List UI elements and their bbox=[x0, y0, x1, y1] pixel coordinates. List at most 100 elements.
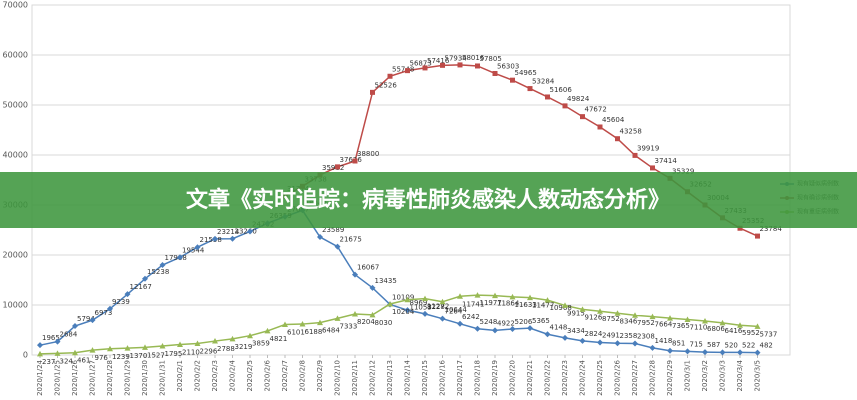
marker bbox=[317, 319, 323, 326]
value-label: 10968 bbox=[550, 304, 572, 312]
value-label: 5952 bbox=[742, 329, 760, 337]
value-label: 7110 bbox=[690, 323, 708, 331]
value-label: 21558 bbox=[200, 236, 222, 244]
x-tick-label: 2020/1/31 bbox=[159, 360, 167, 396]
value-label: 2308 bbox=[637, 332, 655, 340]
x-tick-label: 2020/3/4 bbox=[736, 359, 744, 391]
value-label: 12167 bbox=[130, 283, 152, 291]
marker bbox=[474, 292, 481, 298]
marker bbox=[334, 315, 341, 321]
value-label: 57416 bbox=[427, 57, 450, 65]
value-label: 587 bbox=[707, 341, 720, 349]
chart-title: 文章《实时追踪：病毒性肺炎感染人数动态分析》 bbox=[186, 187, 670, 213]
marker bbox=[492, 292, 498, 299]
value-label: 8228 bbox=[427, 303, 445, 311]
value-label: 56873 bbox=[410, 60, 432, 68]
marker bbox=[597, 308, 603, 314]
marker bbox=[562, 334, 568, 341]
value-label: 7264 bbox=[445, 308, 463, 316]
marker bbox=[387, 300, 393, 307]
marker bbox=[405, 68, 410, 74]
marker bbox=[229, 335, 236, 342]
marker bbox=[737, 322, 743, 328]
marker bbox=[142, 275, 148, 282]
value-label: 5248 bbox=[480, 318, 498, 326]
marker bbox=[719, 349, 726, 356]
x-tick-label: 2020/1/25 bbox=[54, 360, 62, 396]
marker bbox=[614, 340, 621, 347]
value-label: 6973 bbox=[95, 309, 113, 317]
y-tick-label: 40000 bbox=[3, 151, 28, 160]
x-tick-label: 2020/2/25 bbox=[596, 360, 604, 396]
marker bbox=[404, 296, 411, 303]
x-tick-label: 2020/3/1 bbox=[684, 360, 692, 391]
x-tick-label: 2020/2/18 bbox=[474, 360, 482, 396]
value-label: 2824 bbox=[585, 330, 603, 338]
marker bbox=[632, 312, 638, 318]
marker bbox=[649, 313, 656, 320]
marker bbox=[562, 302, 568, 308]
marker bbox=[597, 339, 603, 346]
value-label: 21675 bbox=[340, 236, 362, 244]
marker bbox=[334, 243, 341, 250]
value-label: 8752 bbox=[602, 315, 620, 323]
marker bbox=[719, 319, 726, 326]
marker bbox=[54, 338, 61, 345]
value-label: 11272 bbox=[427, 303, 449, 311]
marker bbox=[544, 331, 551, 338]
value-label: 55748 bbox=[392, 65, 414, 73]
value-label: 49824 bbox=[567, 95, 590, 103]
value-label: 11053 bbox=[410, 304, 432, 312]
x-tick-label: 2020/2/19 bbox=[491, 360, 499, 396]
marker bbox=[299, 321, 306, 327]
marker bbox=[370, 89, 375, 95]
value-label: 43258 bbox=[620, 128, 642, 136]
marker bbox=[755, 233, 760, 239]
series-line bbox=[39, 294, 758, 355]
x-tick-label: 2020/2/22 bbox=[544, 360, 552, 396]
marker bbox=[422, 310, 428, 317]
value-label: 3434 bbox=[567, 327, 585, 335]
x-tick-label: 2020/2/29 bbox=[666, 360, 674, 396]
value-label: 11477 bbox=[532, 302, 554, 310]
y-tick-label: 60000 bbox=[3, 51, 28, 60]
y-tick-label: 10000 bbox=[3, 301, 28, 310]
value-label: 6242 bbox=[462, 313, 480, 321]
value-label: 23260 bbox=[235, 228, 257, 236]
value-label: 1239 bbox=[112, 353, 130, 361]
marker bbox=[632, 152, 638, 158]
marker bbox=[492, 327, 498, 334]
value-label: 4148 bbox=[550, 323, 568, 331]
value-label: 16067 bbox=[357, 264, 379, 272]
x-tick-label: 2020/2/1 bbox=[176, 360, 184, 391]
x-tick-label: 2020/2/27 bbox=[631, 360, 639, 396]
marker bbox=[352, 271, 358, 278]
marker bbox=[684, 348, 691, 355]
value-label: 23589 bbox=[322, 226, 344, 234]
marker bbox=[510, 77, 515, 83]
value-label: 7365 bbox=[672, 322, 690, 330]
value-label: 7333 bbox=[340, 322, 358, 330]
marker bbox=[422, 295, 428, 302]
value-label: 11741 bbox=[462, 300, 484, 308]
marker bbox=[159, 262, 166, 269]
value-label: 1527 bbox=[147, 351, 165, 359]
value-label: 57805 bbox=[480, 55, 502, 63]
value-label: 5365 bbox=[532, 317, 550, 325]
marker bbox=[527, 325, 533, 332]
value-label: 47672 bbox=[585, 106, 607, 114]
x-tick-label: 2020/2/15 bbox=[421, 360, 429, 396]
x-tick-label: 2020/2/13 bbox=[386, 360, 394, 396]
x-tick-label: 2020/3/5 bbox=[754, 360, 762, 391]
value-label: 9915 bbox=[567, 309, 585, 317]
x-tick-label: 2020/2/24 bbox=[579, 359, 587, 395]
value-label: 57934 bbox=[445, 54, 468, 62]
value-label: 2491 bbox=[602, 332, 620, 340]
value-label: 1965 bbox=[42, 334, 60, 342]
x-tick-label: 2020/1/30 bbox=[141, 360, 149, 396]
value-label: 54965 bbox=[515, 69, 537, 77]
marker bbox=[509, 293, 516, 300]
marker bbox=[37, 342, 43, 349]
x-tick-label: 2020/2/3 bbox=[211, 360, 219, 391]
value-label: 8204 bbox=[357, 318, 375, 326]
